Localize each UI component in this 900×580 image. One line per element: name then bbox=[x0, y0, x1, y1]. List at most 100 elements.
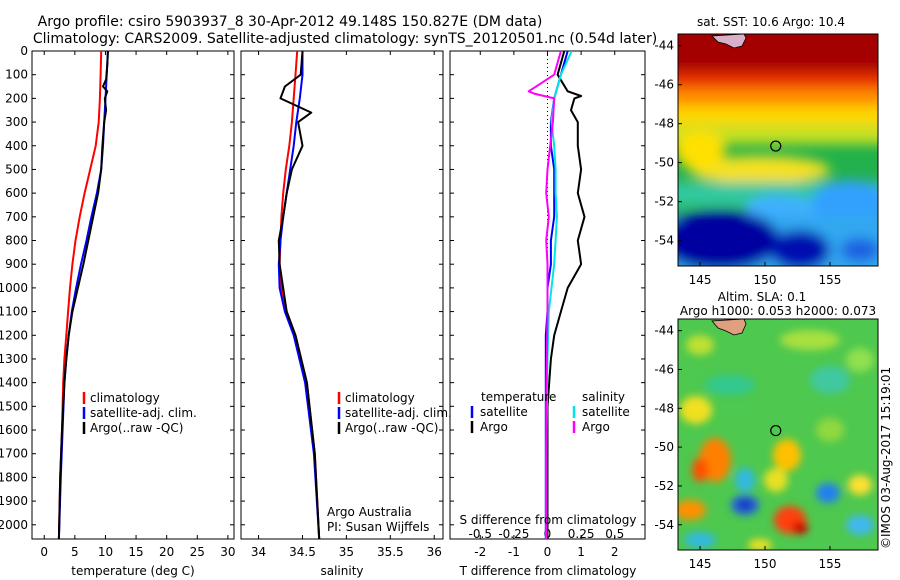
latitude-tick-label: -50 bbox=[654, 440, 674, 454]
depth-tick-label: 1800 bbox=[0, 470, 28, 484]
sst-map-frame bbox=[677, 33, 879, 267]
salinity-axis-label: salinity bbox=[320, 564, 363, 578]
longitude-tick-label: 145 bbox=[689, 557, 712, 571]
legend-argo: Argo(..raw -QC) bbox=[90, 421, 183, 435]
s-difference-tick-label: -0.25 bbox=[498, 527, 529, 541]
legend-s-argo: Argo bbox=[582, 420, 610, 434]
temperature-lines bbox=[57, 51, 109, 539]
depth-tick-label: 1200 bbox=[0, 328, 28, 342]
salinity-x-tick-label: 36 bbox=[427, 545, 442, 559]
salinity-x-tick-label: 35.5 bbox=[377, 545, 404, 559]
temperature-axis-label: temperature (deg C) bbox=[71, 564, 194, 578]
sst-map-axes: -44 -46 -48 -50 -52 -54 145 150 155 bbox=[654, 39, 841, 287]
difference-legend: temperature salinity satellite Argo sate… bbox=[470, 390, 630, 434]
depth-tick-label: 2000 bbox=[0, 518, 28, 532]
depth-tick-label: 400 bbox=[5, 139, 28, 153]
depth-tick-label: 1600 bbox=[0, 423, 28, 437]
depth-tick-label: 1500 bbox=[0, 399, 28, 413]
latitude-tick-label: -52 bbox=[654, 479, 674, 493]
depth-tick-label: 1700 bbox=[0, 447, 28, 461]
latitude-tick-label: -44 bbox=[654, 324, 674, 338]
legend-t-satellite: satellite bbox=[480, 405, 528, 419]
legend-temperature-title: temperature bbox=[481, 390, 556, 404]
difference-lines bbox=[527, 51, 586, 539]
timestamp-watermark: ©IMOS 03-Aug-2017 15:19:01 bbox=[879, 367, 893, 549]
temperature-x-tick-label: 5 bbox=[71, 545, 79, 559]
salinity-x-tick-label: 34 bbox=[251, 545, 266, 559]
legend-satellite: satellite-adj. clim. bbox=[90, 406, 197, 420]
legend-climatology: climatology bbox=[90, 391, 160, 405]
credit-pi: PI: Susan Wijffels bbox=[327, 520, 429, 534]
latitude-tick-label: -50 bbox=[654, 156, 674, 170]
temperature-legend: climatology satellite-adj. clim. Argo(..… bbox=[82, 391, 197, 435]
depth-tick-label: 1900 bbox=[0, 494, 28, 508]
sla-map-axes: -44 -46 -48 -50 -52 -54 145 150 155 bbox=[654, 324, 841, 571]
legend-satellite: satellite-adj. clim. bbox=[345, 406, 452, 420]
longitude-tick-label: 145 bbox=[689, 273, 712, 287]
salinity-x-axis: 34 34.5 35 35.5 36 bbox=[251, 51, 442, 559]
legend-climatology: climatology bbox=[345, 391, 415, 405]
legend-s-satellite: satellite bbox=[582, 405, 630, 419]
latitude-tick-label: -52 bbox=[654, 195, 674, 209]
sst-map bbox=[678, 34, 878, 266]
sla-map bbox=[678, 319, 878, 550]
sla-map-title: Altim. SLA: 0.1 bbox=[718, 290, 806, 304]
legend-t-argo: Argo bbox=[480, 420, 508, 434]
depth-tick-label: 1000 bbox=[0, 281, 28, 295]
depth-tick-label: 800 bbox=[5, 234, 28, 248]
salinity-x-tick-label: 35 bbox=[339, 545, 354, 559]
temperature-x-tick-label: 20 bbox=[159, 545, 174, 559]
depth-axis: 0 100 200 300 400 500 600 700 800 900 1000 1100 1200… bbox=[0, 44, 645, 532]
latitude-tick-label: -48 bbox=[654, 117, 674, 131]
s-difference-tick-label: 0.25 bbox=[568, 527, 595, 541]
salinity-legend: climatology satellite-adj. clim. Argo(..… bbox=[337, 391, 452, 435]
temperature-x-tick-label: 25 bbox=[190, 545, 205, 559]
depth-tick-label: 1300 bbox=[0, 352, 28, 366]
figure-title-line1: Argo profile: csiro 5903937_8 30-Apr-201… bbox=[38, 14, 543, 30]
salinity-lines bbox=[277, 51, 321, 539]
salinity-x-tick-label: 34.5 bbox=[289, 545, 316, 559]
t-difference-x-tick-label: -2 bbox=[474, 545, 486, 559]
depth-tick-label: 900 bbox=[5, 257, 28, 271]
longitude-tick-label: 155 bbox=[818, 557, 841, 571]
longitude-tick-label: 155 bbox=[818, 273, 841, 287]
depth-tick-label: 200 bbox=[5, 91, 28, 105]
t-difference-x-tick-label: 1 bbox=[577, 545, 585, 559]
longitude-tick-label: 150 bbox=[754, 273, 777, 287]
temperature-x-tick-label: 30 bbox=[220, 545, 235, 559]
depth-tick-label: 700 bbox=[5, 210, 28, 224]
s-difference-tick-label: -0.5 bbox=[469, 527, 492, 541]
s-difference-tick-label: 0.5 bbox=[605, 527, 624, 541]
t-difference-x-tick-label: 2 bbox=[611, 545, 619, 559]
latitude-tick-label: -46 bbox=[654, 78, 674, 92]
salinity-panel bbox=[240, 50, 444, 540]
t-difference-x-tick-label: 0 bbox=[544, 545, 552, 559]
t-difference-axis-label: T difference from climatology bbox=[459, 564, 637, 578]
depth-tick-label: 600 bbox=[5, 186, 28, 200]
t-diff-argo-line bbox=[546, 51, 586, 539]
figure-title-line2: Climatology: CARS2009. Satellite-adjuste… bbox=[33, 31, 657, 47]
depth-tick-label: 300 bbox=[5, 115, 28, 129]
salinity-argo-line bbox=[277, 51, 321, 539]
t-difference-x-tick-label: -1 bbox=[508, 545, 520, 559]
latitude-tick-label: -48 bbox=[654, 401, 674, 415]
float-position-marker bbox=[770, 424, 782, 437]
s-diff-argo-line bbox=[527, 51, 562, 539]
latitude-tick-label: -54 bbox=[654, 518, 674, 532]
depth-tick-label: 0 bbox=[20, 44, 28, 58]
longitude-tick-label: 150 bbox=[754, 557, 777, 571]
depth-tick-label: 500 bbox=[5, 162, 28, 176]
latitude-tick-label: -54 bbox=[654, 234, 674, 248]
temperature-x-tick-label: 15 bbox=[128, 545, 143, 559]
sla-map-frame bbox=[677, 318, 879, 551]
sst-map-title: sat. SST: 10.6 Argo: 10.4 bbox=[697, 15, 845, 29]
temperature-x-axis: 0 5 10 15 20 25 30 bbox=[40, 51, 236, 559]
depth-tick-label: 100 bbox=[5, 68, 28, 82]
credit-org: Argo Australia bbox=[327, 505, 412, 519]
temperature-x-tick-label: 0 bbox=[40, 545, 48, 559]
s-difference-axis-label: S difference from climatology bbox=[460, 513, 637, 527]
latitude-tick-label: -44 bbox=[654, 39, 674, 53]
temperature-panel bbox=[31, 50, 235, 540]
legend-argo: Argo(..raw -QC) bbox=[345, 421, 438, 435]
